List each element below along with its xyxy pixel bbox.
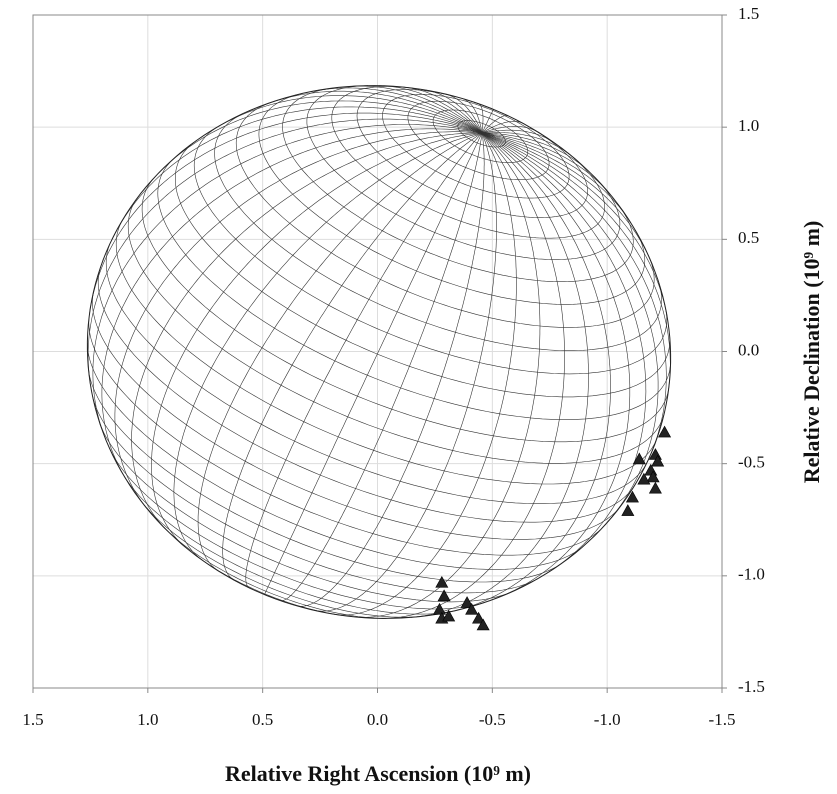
y-tick-label: -1.5	[738, 677, 765, 696]
wireframe-line	[131, 132, 482, 531]
x-tick-label: -0.5	[479, 710, 506, 729]
wireframe-line	[404, 86, 483, 134]
wireframe-line	[381, 132, 565, 619]
x-axis-title: Relative Right Ascension (10⁹ m)	[225, 761, 531, 786]
wireframe-line	[481, 132, 667, 463]
ellipsoid-outline	[86, 85, 672, 619]
wireframe-line	[214, 95, 483, 134]
data-point	[646, 470, 660, 483]
data-point	[435, 575, 449, 588]
wireframe-line	[478, 103, 484, 134]
wireframe-line	[111, 106, 483, 240]
x-tick-label: 0.0	[367, 710, 388, 729]
wireframe-line	[445, 93, 483, 134]
wireframe-line	[378, 85, 483, 134]
wireframe-line	[481, 132, 671, 388]
data-point	[625, 490, 639, 503]
wireframe-line	[92, 124, 483, 440]
wireframe-line	[124, 476, 457, 615]
data-point	[648, 481, 662, 494]
y-tick-label: 0.5	[738, 228, 759, 247]
data-point	[433, 602, 447, 615]
wireframe-line	[481, 132, 647, 574]
wireframe-line	[481, 109, 494, 134]
x-tick-label: 0.5	[252, 710, 273, 729]
y-tick-label: 1.0	[738, 116, 759, 135]
y-axis-title: Relative Declination (10⁹ m)	[799, 221, 824, 484]
wireframe-line	[141, 178, 670, 443]
data-point	[637, 472, 651, 485]
data-point	[621, 504, 635, 516]
wireframe-line	[481, 132, 659, 528]
wireframe-line	[173, 132, 483, 561]
y-tick-label: 1.5	[738, 4, 759, 23]
wireframe-line	[87, 118, 483, 384]
wireframe-line	[481, 121, 524, 134]
wireframe-line	[449, 132, 611, 613]
wireframe-line	[461, 98, 483, 134]
wireframe-line	[481, 132, 590, 173]
x-tick-label: 1.0	[137, 710, 158, 729]
data-point	[476, 618, 490, 631]
wireframe-line	[310, 87, 483, 134]
x-tick-label: -1.0	[594, 710, 621, 729]
y-tick-label: 0.0	[738, 340, 759, 359]
wireframe-line	[481, 129, 555, 143]
y-tick-label: -0.5	[738, 453, 765, 472]
wireframe-line	[481, 126, 539, 134]
x-tick-label: -1.5	[709, 710, 736, 729]
data-point	[651, 454, 665, 467]
wireframe-line	[296, 132, 485, 607]
wireframe-line	[264, 132, 483, 595]
wireframe-line	[481, 132, 572, 156]
data-point	[658, 425, 672, 438]
wireframe-line	[88, 319, 604, 556]
wireframe-line	[481, 132, 668, 318]
wireframe-line	[355, 132, 541, 618]
wireframe-line	[157, 100, 483, 175]
wireframe-line	[280, 132, 483, 601]
data-point	[472, 611, 486, 624]
data-point	[460, 596, 474, 608]
ellipsoid-model	[86, 85, 672, 619]
wireframe-line	[481, 115, 509, 134]
data-point	[437, 589, 451, 602]
wireframe-line	[349, 85, 483, 134]
wireframe-line	[114, 131, 483, 510]
wireframe-line	[151, 132, 483, 548]
wireframe-line	[105, 244, 648, 505]
y-tick-label: -1.0	[738, 565, 765, 584]
data-point	[632, 452, 646, 465]
wireframe-line	[426, 89, 483, 134]
wireframe-line	[266, 90, 483, 134]
wireframe-line	[314, 132, 497, 612]
data-point	[465, 602, 479, 615]
wireframe-line	[245, 132, 483, 589]
wireframe-line	[99, 423, 514, 603]
wireframe-line	[222, 132, 483, 581]
wireframe-line	[89, 112, 483, 314]
x-tick-label: 1.5	[22, 710, 43, 729]
wireframe-line	[481, 132, 652, 263]
wireframe-line	[101, 128, 483, 479]
wireframe-line	[481, 132, 632, 223]
wireframe-line	[410, 132, 589, 618]
wireframe-line	[481, 132, 631, 600]
wireframe-line	[197, 132, 483, 572]
wireframe-line	[333, 132, 517, 616]
wireframe-line	[481, 132, 610, 193]
data-point	[442, 609, 456, 622]
